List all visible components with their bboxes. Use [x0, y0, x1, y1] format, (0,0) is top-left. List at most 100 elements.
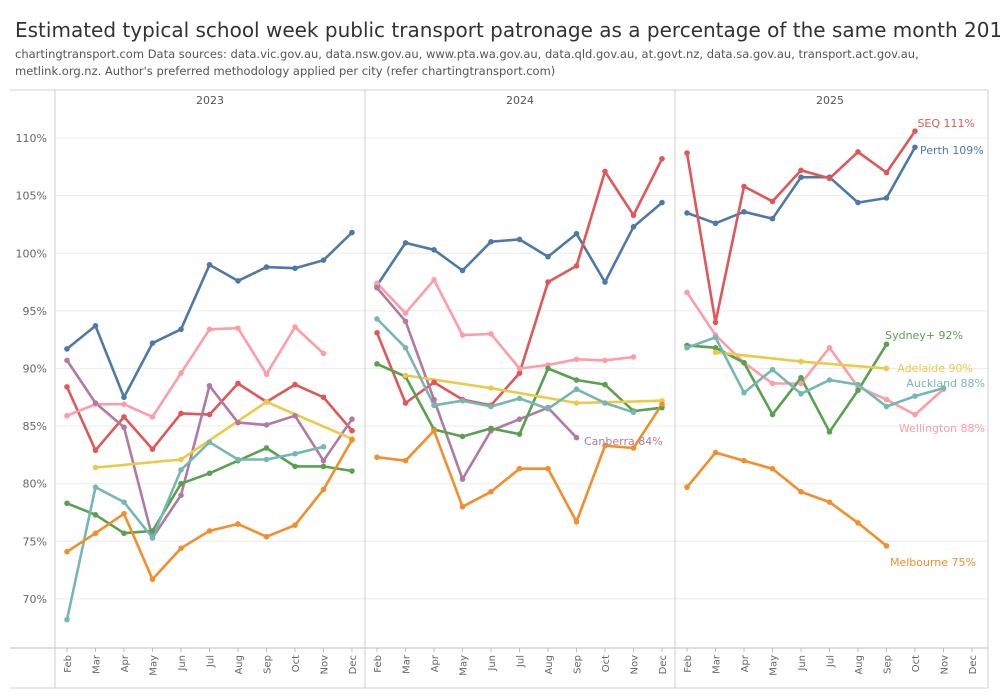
point-perth — [206, 261, 213, 268]
point-sydney — [798, 374, 804, 381]
point-melbourne — [826, 499, 833, 505]
point-wellington — [121, 401, 127, 407]
point-auckland — [64, 616, 70, 623]
point-seq — [206, 411, 213, 418]
point-perth — [516, 236, 523, 243]
line-perth-2025 — [685, 146, 917, 225]
point-sydney — [769, 411, 776, 418]
point-melbourne — [516, 465, 523, 472]
point-wellington — [826, 344, 833, 351]
line-auckland-2024 — [375, 317, 635, 414]
point-auckland — [602, 400, 608, 406]
point-melbourne — [263, 533, 270, 540]
point-sydney — [741, 359, 747, 366]
point-seq — [121, 414, 127, 420]
point-adelaide — [712, 349, 719, 356]
point-seq — [178, 410, 184, 417]
point-sydney — [349, 468, 355, 474]
line-melbourne-2025 — [685, 451, 888, 548]
point-auckland — [292, 450, 298, 457]
line-adelaide-2024 — [404, 374, 664, 405]
label-auckland: Auckland 88% — [906, 377, 985, 390]
point-seq — [349, 427, 355, 434]
point-wellington — [488, 331, 494, 337]
line-adelaide-2023 — [94, 400, 354, 469]
point-auckland — [630, 409, 637, 416]
point-seq — [684, 150, 690, 156]
point-adelaide — [488, 385, 494, 391]
point-auckland — [92, 484, 99, 490]
point-seq — [883, 169, 890, 176]
point-auckland — [573, 386, 580, 393]
point-melbourne — [206, 528, 213, 534]
point-perth — [263, 264, 270, 270]
point-sydney — [855, 387, 861, 394]
line-perth-2024 — [375, 201, 664, 287]
x-tick-label: Nov — [940, 655, 951, 675]
x-tick-label: Jun — [177, 655, 188, 672]
point-perth — [855, 199, 861, 206]
point-canberra — [349, 416, 355, 422]
point-seq — [826, 175, 833, 182]
point-auckland — [149, 535, 156, 541]
point-melbourne — [149, 576, 156, 583]
point-seq — [630, 212, 637, 219]
point-canberra — [320, 457, 327, 464]
panel-header: 2023 — [196, 94, 224, 107]
line-seq-2025 — [685, 129, 917, 324]
point-sydney — [573, 377, 580, 383]
point-sydney — [883, 341, 890, 348]
point-seq — [149, 446, 156, 452]
x-tick-label: Jul — [516, 655, 527, 668]
point-auckland — [374, 316, 380, 322]
x-tick-label: Dec — [348, 655, 359, 674]
point-melbourne — [235, 521, 241, 527]
series-end-labels: Perth 109% SEQ 111% Wellington 88% Canberra… — [584, 117, 985, 569]
point-perth — [292, 265, 298, 272]
chart-subtitle: chartingtransport.com Data sources: data… — [15, 47, 919, 78]
point-wellington — [883, 396, 890, 403]
point-sydney — [320, 463, 327, 470]
x-tick-label: Feb — [683, 655, 694, 673]
point-canberra — [178, 492, 184, 499]
point-melbourne — [292, 522, 298, 528]
x-tick-label: Aug — [544, 655, 555, 675]
data-points — [64, 128, 947, 623]
point-perth — [459, 267, 466, 274]
x-tick-label: Jul — [826, 655, 837, 668]
point-melbourne — [64, 548, 70, 555]
point-perth — [769, 215, 776, 222]
point-sydney — [206, 470, 213, 477]
x-tick-label: May — [149, 655, 160, 676]
point-wellington — [769, 380, 776, 387]
point-sydney — [545, 365, 551, 372]
point-wellington — [602, 357, 608, 364]
point-adelaide — [573, 400, 580, 406]
point-wellington — [630, 354, 637, 360]
point-auckland — [545, 406, 551, 412]
point-seq — [712, 319, 719, 326]
x-tick-label: May — [769, 655, 780, 676]
y-tick-label: 110% — [16, 132, 47, 145]
point-sydney — [64, 500, 70, 507]
label-wellington: Wellington 88% — [899, 422, 985, 435]
point-seq — [516, 370, 523, 376]
point-auckland — [684, 344, 690, 351]
point-perth — [149, 340, 156, 346]
x-tick-label: Apr — [120, 654, 131, 672]
point-melbourne — [659, 401, 665, 407]
line-wellington-2023 — [65, 325, 325, 419]
x-tick-label: Mar — [92, 654, 103, 674]
point-perth — [630, 223, 637, 230]
line-wellington-2025 — [685, 291, 945, 416]
y-tick-label: 90% — [23, 362, 47, 375]
point-sydney — [178, 480, 184, 487]
point-perth — [684, 210, 690, 216]
point-seq — [798, 167, 804, 174]
point-perth — [121, 394, 127, 401]
point-canberra — [263, 422, 270, 428]
series-lines — [65, 129, 945, 622]
point-auckland — [459, 397, 466, 404]
x-tick-label: Nov — [630, 655, 641, 675]
point-adelaide — [263, 399, 270, 405]
